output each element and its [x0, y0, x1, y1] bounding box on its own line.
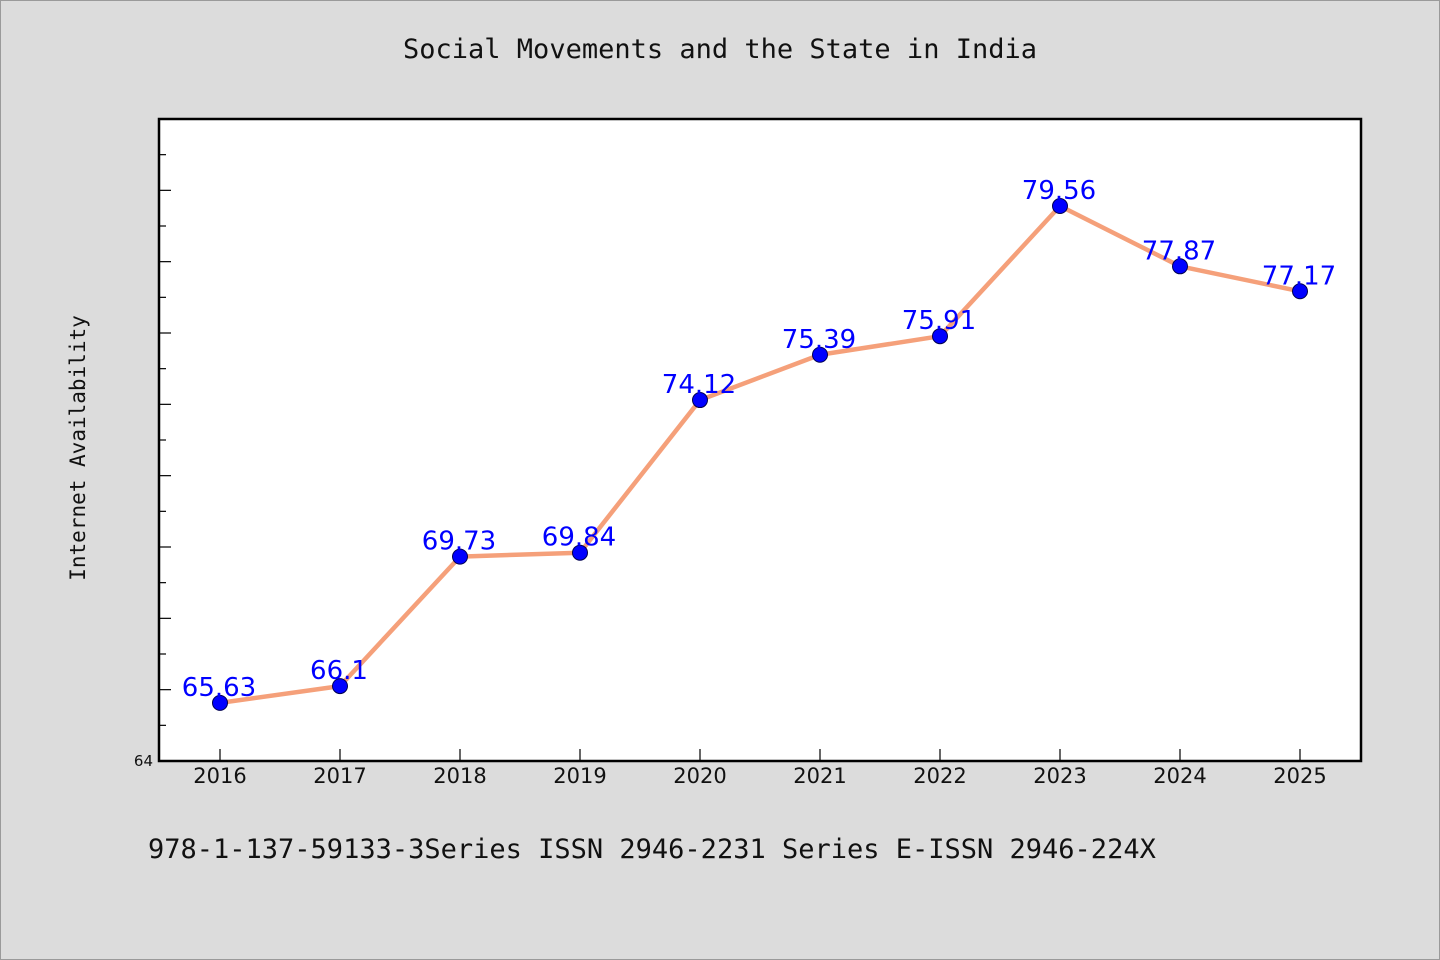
- data-point: [692, 392, 708, 409]
- chart-title: Social Movements and the State in India: [403, 34, 1037, 65]
- x-tick-label: 2018: [433, 764, 486, 788]
- data-label: 69.84: [542, 523, 616, 553]
- data-point: [932, 328, 948, 345]
- series-layer: [212, 198, 1308, 711]
- data-point: [452, 548, 468, 565]
- data-label: 69.73: [422, 527, 496, 557]
- data-point: [1172, 258, 1188, 275]
- data-label-layer: 65.63 66.1 69.73 69.84 74.12 75.39 75.91 79.56 7…: [182, 176, 1336, 703]
- data-label: 66.1: [310, 656, 368, 686]
- data-point: [1292, 283, 1308, 300]
- plot-area: [157, 117, 1363, 763]
- series-line: [217, 203, 1303, 706]
- data-point: [572, 544, 588, 561]
- data-label: 74.12: [662, 370, 736, 400]
- x-tick-label: 2021: [793, 764, 846, 788]
- x-tick-label: 2023: [1033, 764, 1086, 788]
- data-point: [1052, 198, 1068, 215]
- data-label: 65.63: [182, 673, 256, 703]
- data-label: 77.17: [1262, 261, 1336, 291]
- data-point: [332, 678, 348, 695]
- x-axis-ticks: 2016 2017 2018 2019 2020 2021 2022 2023 2024 2025: [193, 749, 1327, 788]
- data-label: 77.87: [1142, 236, 1216, 266]
- data-point: [212, 694, 228, 711]
- x-tick-label: 2022: [913, 764, 966, 788]
- x-tick-label: 2020: [673, 764, 726, 788]
- data-label: 75.39: [782, 325, 856, 355]
- data-label: 79.56: [1022, 176, 1096, 206]
- x-tick-label: 2016: [193, 764, 246, 788]
- x-tick-label: 2019: [553, 764, 606, 788]
- x-tick-label: 2025: [1273, 764, 1326, 788]
- x-tick-label: 2017: [313, 764, 366, 788]
- y-tick-label: 64: [134, 752, 153, 770]
- footer-isbn-text: 978-1-137-59133-3Series ISSN 2946-2231 S…: [148, 834, 1156, 865]
- x-tick-label: 2024: [1153, 764, 1206, 788]
- data-point: [812, 346, 828, 363]
- y-axis-label: Internet Availability: [66, 315, 90, 581]
- y-axis-ticks: 64: [134, 154, 171, 770]
- data-label: 75.91: [902, 306, 976, 336]
